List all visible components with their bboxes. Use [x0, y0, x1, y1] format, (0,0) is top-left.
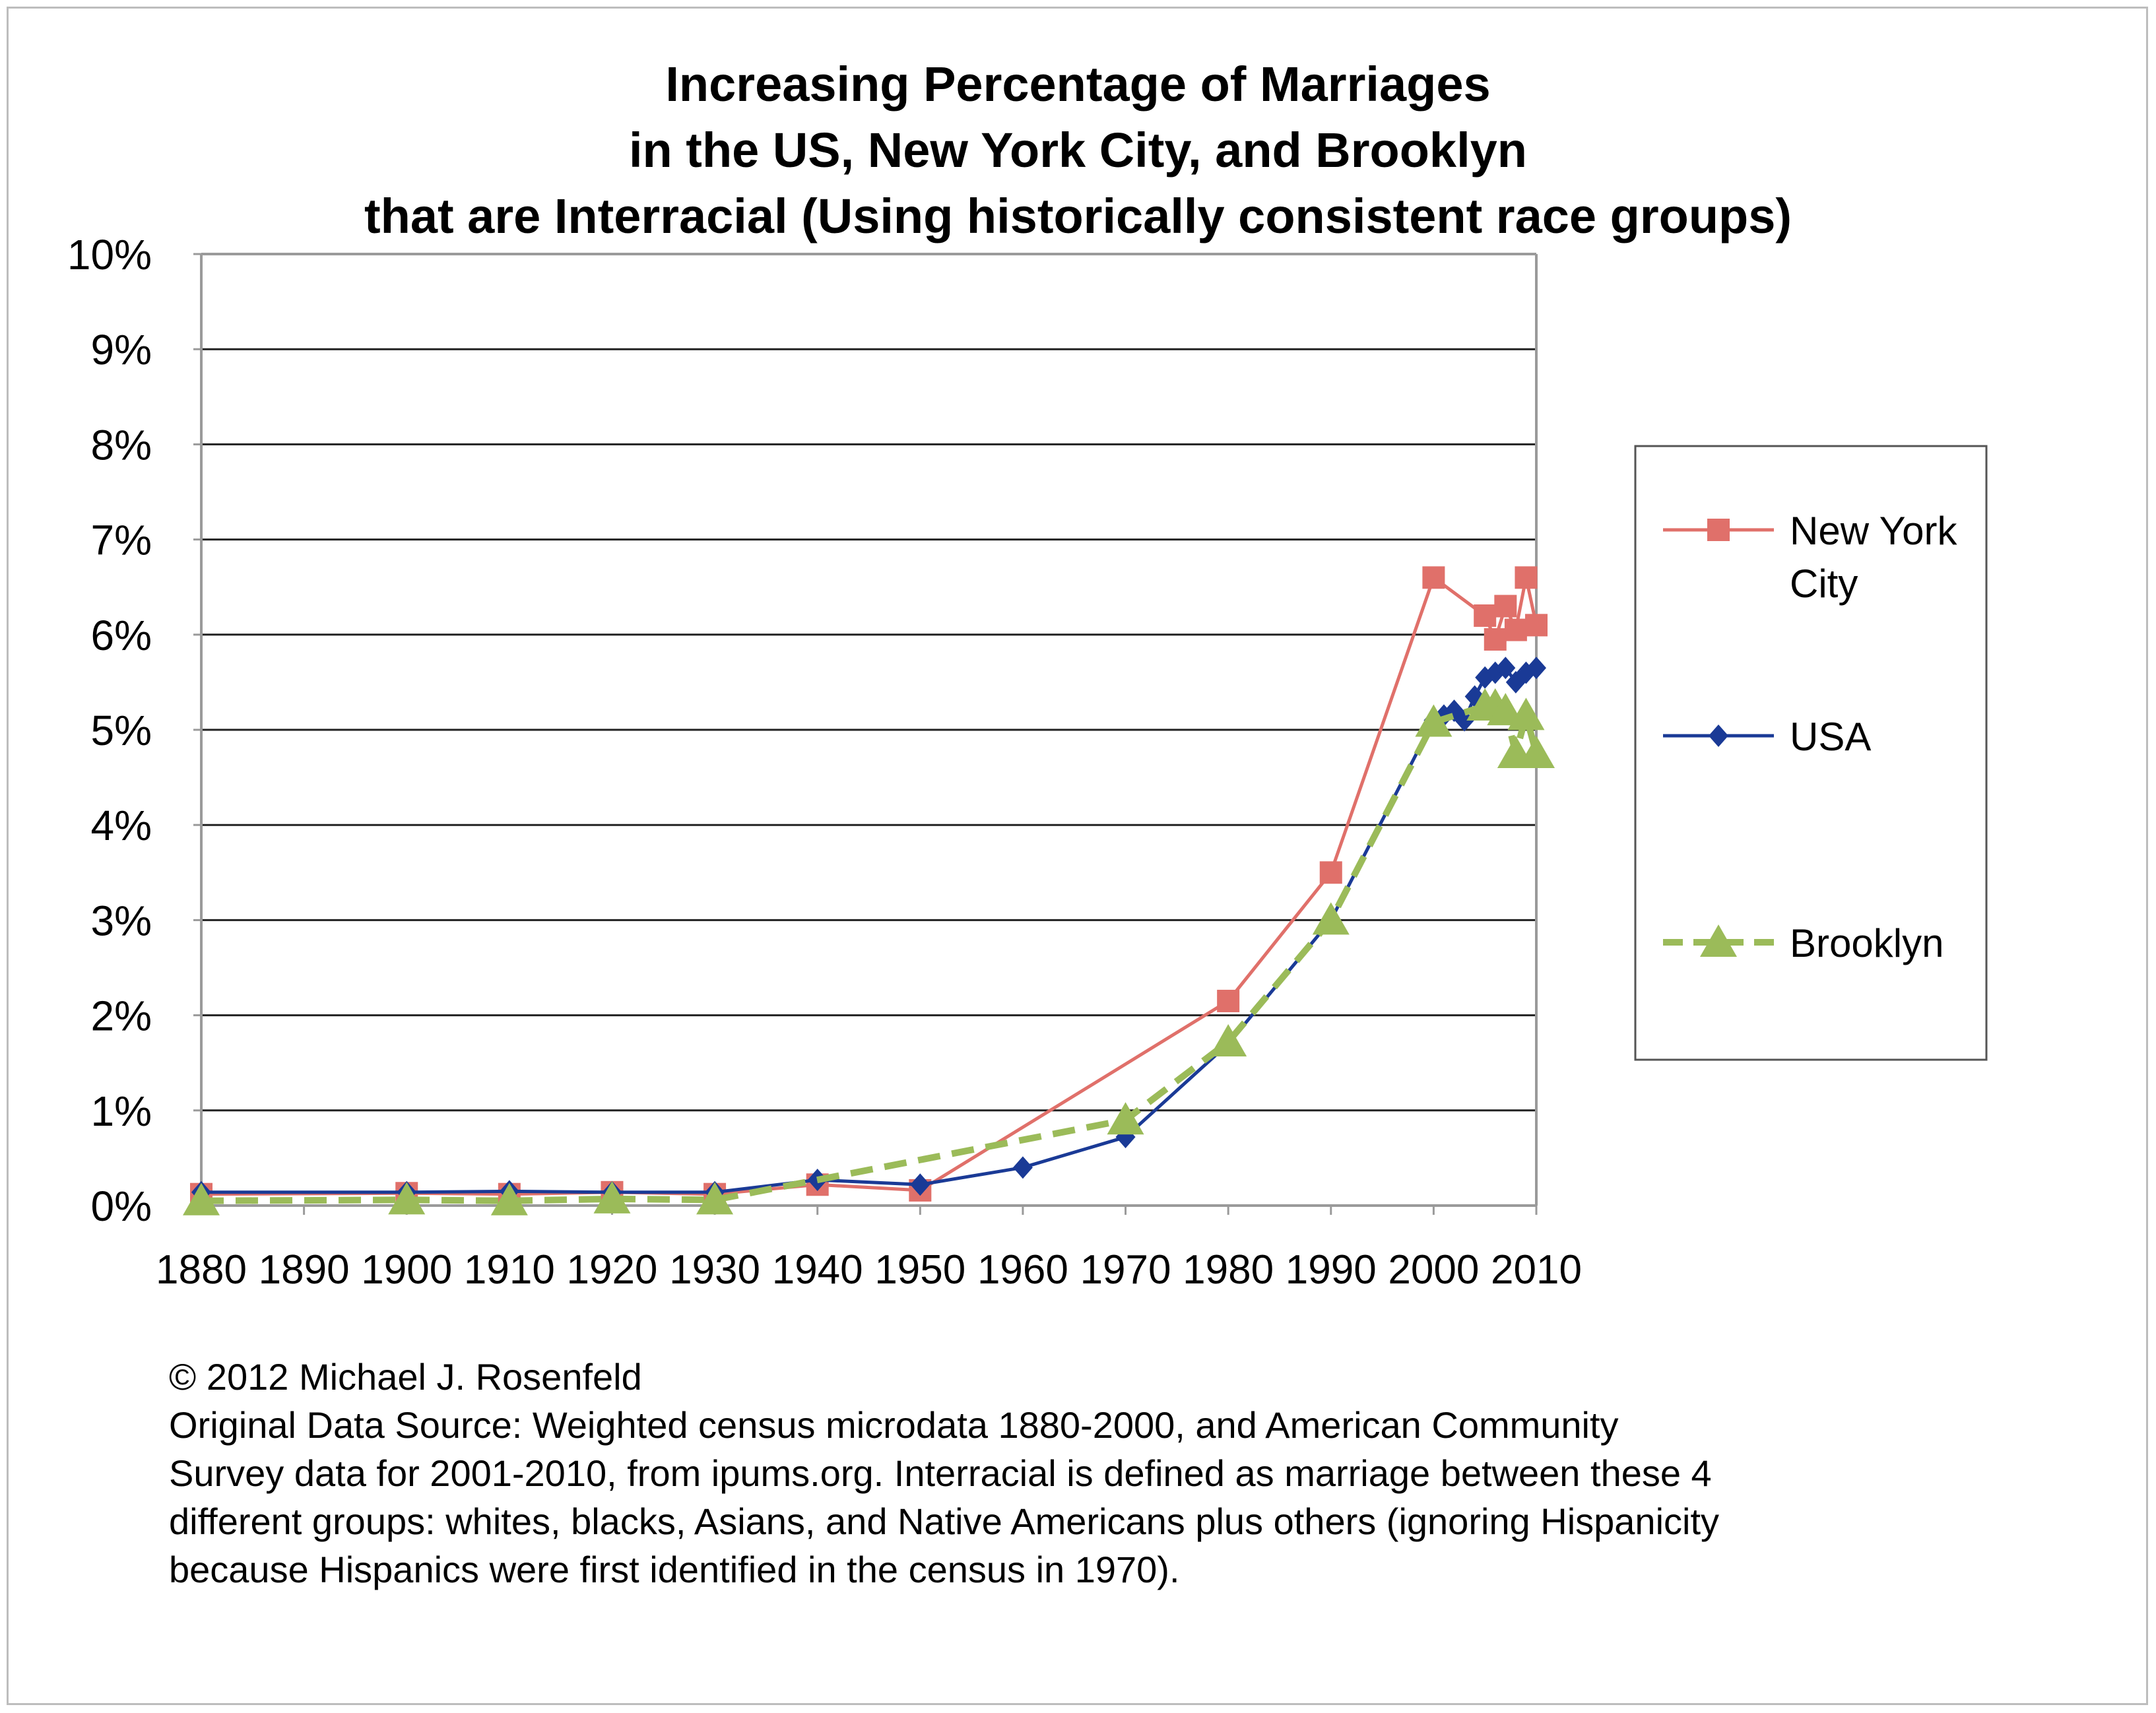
- legend: New York City USA Brooklyn: [1634, 445, 1988, 1061]
- data-point: [1474, 604, 1497, 627]
- series-line: [201, 702, 1540, 1204]
- x-tick-label: 1950: [874, 1247, 965, 1293]
- y-tick-label: 2%: [91, 992, 152, 1040]
- x-tick-label: 1970: [1080, 1247, 1171, 1293]
- source-note: © 2012 Michael J. Rosenfeld Original Dat…: [169, 1353, 1951, 1594]
- x-tick-label: 1890: [259, 1247, 350, 1293]
- data-point: [1312, 902, 1350, 935]
- data-point: [910, 1173, 931, 1196]
- source-note-line-1: © 2012 Michael J. Rosenfeld: [169, 1356, 642, 1398]
- source-note-line-2: Original Data Source: Weighted census mi…: [169, 1404, 1619, 1446]
- x-tick-label: 1960: [977, 1247, 1068, 1293]
- data-point: [593, 1180, 631, 1213]
- y-tick-label: 8%: [91, 421, 152, 469]
- x-tick-label: 1920: [566, 1247, 657, 1293]
- data-point: [1210, 1023, 1247, 1056]
- data-point: [1487, 693, 1524, 726]
- x-axis-tick-labels: 1880 1890 1900 1910 1920 1930 1940 1950 1960 1970…: [156, 1206, 1582, 1293]
- data-point: [1107, 1102, 1144, 1135]
- y-tick-label: 9%: [91, 326, 152, 373]
- series-brooklyn: [183, 688, 1555, 1215]
- source-note-line-4: different groups: whites, blacks, Asians…: [169, 1501, 1720, 1542]
- data-point: [1422, 566, 1445, 589]
- legend-label: USA: [1790, 715, 1871, 759]
- x-tick-label: 1940: [772, 1247, 863, 1293]
- data-point: [1525, 614, 1548, 637]
- legend-marker-0: [1707, 519, 1730, 541]
- chart-title-line-3: that are Interracial (Using historically…: [364, 189, 1792, 243]
- y-tick-label: 7%: [91, 517, 152, 564]
- x-tick-label: 1900: [361, 1247, 452, 1293]
- data-point: [1484, 628, 1507, 651]
- y-tick-label: 0%: [91, 1182, 152, 1230]
- y-tick-label: 5%: [91, 707, 152, 754]
- data-point: [490, 1182, 528, 1215]
- data-point: [696, 1182, 734, 1215]
- legend-marker-1: [1709, 725, 1728, 747]
- chart-title-line-1: Increasing Percentage of Marriages: [665, 57, 1491, 112]
- legend-label: Brooklyn: [1790, 921, 1944, 965]
- y-tick-label: 1%: [91, 1087, 152, 1135]
- x-tick-label: 2000: [1388, 1247, 1479, 1293]
- y-tick-label: 6%: [91, 612, 152, 659]
- gridlines: [201, 348, 1536, 1112]
- series-line: [201, 575, 1538, 1196]
- x-tick-label: 1990: [1286, 1247, 1377, 1293]
- data-point: [1454, 709, 1475, 732]
- data-point: [1217, 989, 1240, 1012]
- data-point: [388, 1182, 426, 1215]
- data-point: [1504, 618, 1527, 641]
- y-tick-label: 4%: [91, 802, 152, 849]
- x-tick-label: 1980: [1183, 1247, 1274, 1293]
- data-point: [1415, 704, 1453, 737]
- chart-title-line-2: in the US, New York City, and Brooklyn: [628, 123, 1527, 178]
- source-note-line-3: Survey data for 2001-2010, from ipums.or…: [169, 1452, 1712, 1494]
- source-note-line-5: because Hispanics were first identified …: [169, 1549, 1180, 1590]
- y-tick-label: 10%: [67, 231, 152, 278]
- y-axis-tick-labels: 0% 1% 2% 3% 4% 5% 6% 7% 8% 9% 10%: [67, 231, 201, 1230]
- series-layer: [183, 566, 1555, 1215]
- data-point: [1319, 861, 1342, 884]
- legend-label: City: [1790, 562, 1858, 606]
- x-tick-label: 2010: [1491, 1247, 1582, 1293]
- x-tick-label: 1880: [156, 1247, 247, 1293]
- data-point: [1012, 1156, 1033, 1179]
- data-point: [1518, 736, 1555, 769]
- data-point: [183, 1182, 220, 1215]
- data-point: [1494, 595, 1517, 618]
- x-tick-label: 1930: [669, 1247, 760, 1293]
- data-point: [1515, 566, 1538, 589]
- data-point: [1526, 657, 1546, 680]
- legend-box: [1634, 445, 1988, 1061]
- chart-title: Increasing Percentage of Marriages in th…: [0, 51, 2156, 249]
- data-point: [1507, 697, 1545, 730]
- legend-label: New York: [1790, 509, 1957, 553]
- legend-marker-2: [1700, 924, 1737, 957]
- y-tick-label: 3%: [91, 897, 152, 944]
- data-point: [1495, 657, 1516, 680]
- x-tick-label: 1910: [464, 1247, 555, 1293]
